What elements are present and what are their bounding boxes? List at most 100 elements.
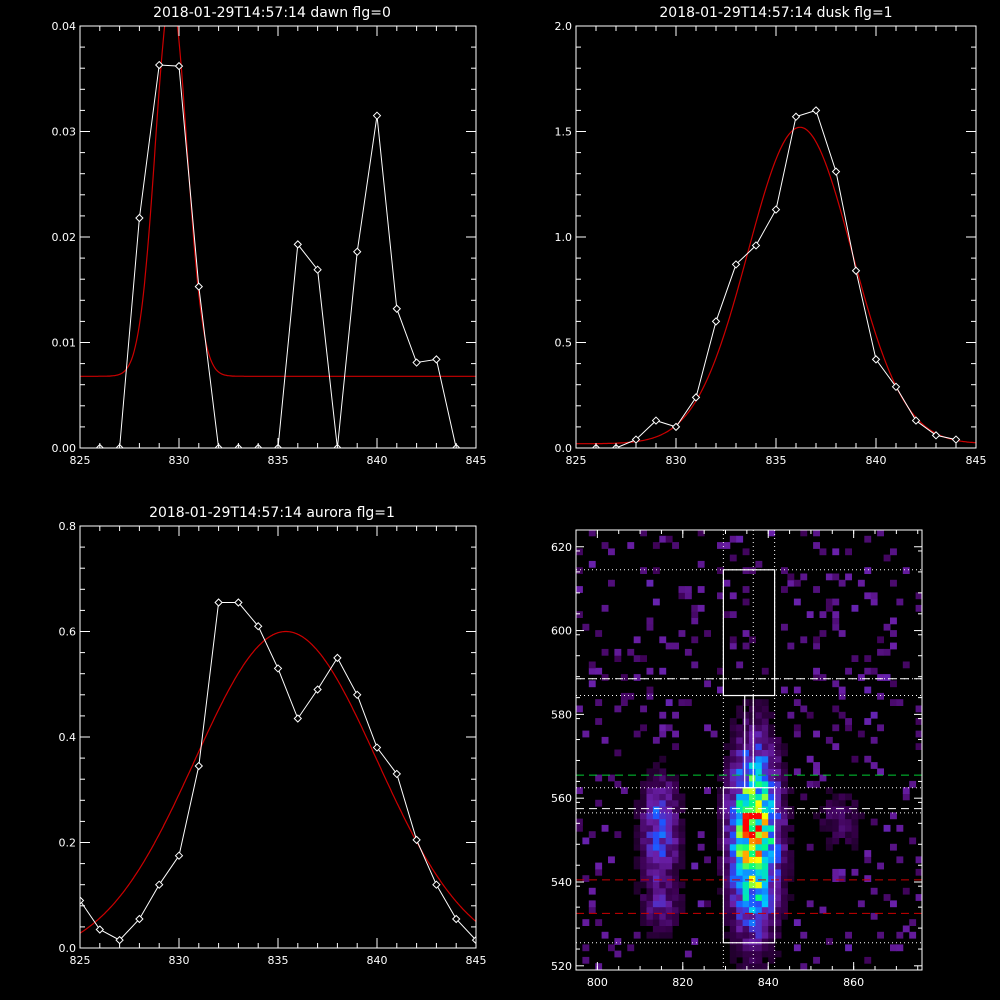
heatmap-cell [588, 887, 596, 895]
heatmap-cell [768, 762, 776, 769]
heatmap-cell [697, 560, 705, 568]
heatmap-cell [781, 567, 788, 574]
heatmap-cell [576, 705, 583, 713]
heatmap-cell [742, 718, 750, 725]
heatmap-cell [633, 887, 641, 895]
heatmap-cell [723, 818, 731, 826]
heatmap-cell [723, 774, 731, 782]
heatmap-cell [768, 868, 776, 876]
heatmap-cell [736, 912, 744, 920]
heatmap-cell [832, 793, 840, 801]
heatmap-cell [761, 931, 769, 939]
heatmap-cell [832, 705, 840, 713]
heatmap-cell [902, 793, 910, 801]
heatmap-cell [652, 856, 660, 864]
heatmap-cell [576, 818, 583, 826]
heatmap-cell [742, 787, 750, 794]
heatmap-cell [665, 912, 673, 920]
heatmap-cell [813, 768, 820, 776]
dawn-spectrum-panel: 2018-01-29T14:57:14 dawn flg=0 825 830 835… [52, 5, 487, 467]
heatmap-cell [582, 875, 590, 882]
heatmap-cell [800, 530, 808, 537]
heatmap-cell [678, 699, 686, 706]
heatmap-cell [742, 837, 750, 845]
heatmap-cell [652, 542, 660, 549]
heatmap-cell [761, 787, 769, 794]
heatmap-cell [768, 906, 776, 914]
heatmap-cell [781, 586, 788, 593]
heatmap-cell [781, 868, 788, 876]
heatmap-cell [761, 912, 769, 920]
heatmap-cell [601, 736, 609, 744]
heatmap-cell [832, 680, 840, 688]
heatmap-cell [742, 950, 750, 958]
heatmap-cell [614, 938, 622, 945]
heatmap-cell [761, 799, 769, 807]
data-point-marker [831, 167, 841, 176]
heatmap-cell [717, 831, 724, 838]
heatmap-cell [877, 648, 884, 656]
heatmap-cell [755, 705, 763, 713]
heatmap-cell [588, 680, 596, 688]
heatmap-cell [864, 875, 872, 882]
heatmap-cell [832, 824, 840, 832]
heatmap-cell [672, 837, 679, 845]
heatmap-cell [659, 793, 667, 801]
heatmap-cell [620, 674, 628, 681]
heatmap-cell [749, 931, 756, 939]
heatmap-cell [672, 862, 679, 870]
heatmap-cell [768, 881, 776, 889]
heatmap-cell [691, 661, 699, 669]
heatmap-cell [729, 862, 737, 870]
heatmap-cell [774, 925, 782, 933]
heatmap-cell [749, 906, 756, 914]
heatmap-cell [781, 818, 788, 826]
x-tick-label: 830 [666, 454, 687, 467]
heatmap-cell [890, 944, 897, 952]
emission-image-panel: 800 820 840 860 520 540 560 580 600 620 [551, 529, 923, 989]
heatmap-cell [755, 925, 763, 933]
heatmap-cell [774, 736, 782, 744]
heatmap-cell [736, 856, 744, 864]
heatmap-cell [890, 579, 897, 587]
heatmap-cell [736, 768, 744, 776]
heatmap-cell [659, 799, 667, 807]
heatmap-cell [832, 837, 840, 845]
heatmap-cell [749, 912, 756, 920]
heatmap-cell [659, 724, 667, 732]
heatmap-cell [672, 912, 679, 920]
heatmap-cell [601, 931, 609, 939]
heatmap-cell [749, 718, 756, 725]
heatmap-cell [640, 837, 647, 845]
heatmap-cell [742, 780, 750, 788]
heatmap-cell [723, 743, 731, 750]
heatmap-cell [819, 674, 827, 681]
heatmap-cell [646, 623, 654, 631]
heatmap-cell [646, 856, 654, 864]
heatmap-cell [652, 567, 660, 574]
heatmap-cell [761, 843, 769, 851]
x-tick-label: 825 [70, 954, 91, 967]
heatmap-cell [755, 843, 763, 851]
heatmap-cell [729, 881, 737, 889]
heatmap-cell [652, 875, 660, 882]
heatmap-cell [890, 548, 897, 556]
heatmap-cell [877, 724, 884, 732]
heatmap-cell [659, 730, 667, 738]
heatmap-cell [672, 793, 679, 801]
heatmap-cell [723, 611, 731, 618]
heatmap-cell [774, 768, 782, 776]
heatmap-cell [749, 755, 756, 763]
heatmap-cell [723, 881, 731, 889]
heatmap-cell [749, 636, 756, 644]
heatmap-cell [704, 630, 711, 637]
heatmap-cell [627, 692, 635, 700]
heatmap-cell [761, 724, 769, 732]
heatmap-cell [902, 787, 910, 794]
heatmap-cell [838, 799, 846, 807]
heatmap-cell [787, 573, 795, 581]
heatmap-cell [736, 711, 744, 719]
heatmap-cell [614, 648, 622, 656]
heatmap-cell [761, 831, 769, 838]
x-tick-label: 825 [70, 454, 91, 467]
